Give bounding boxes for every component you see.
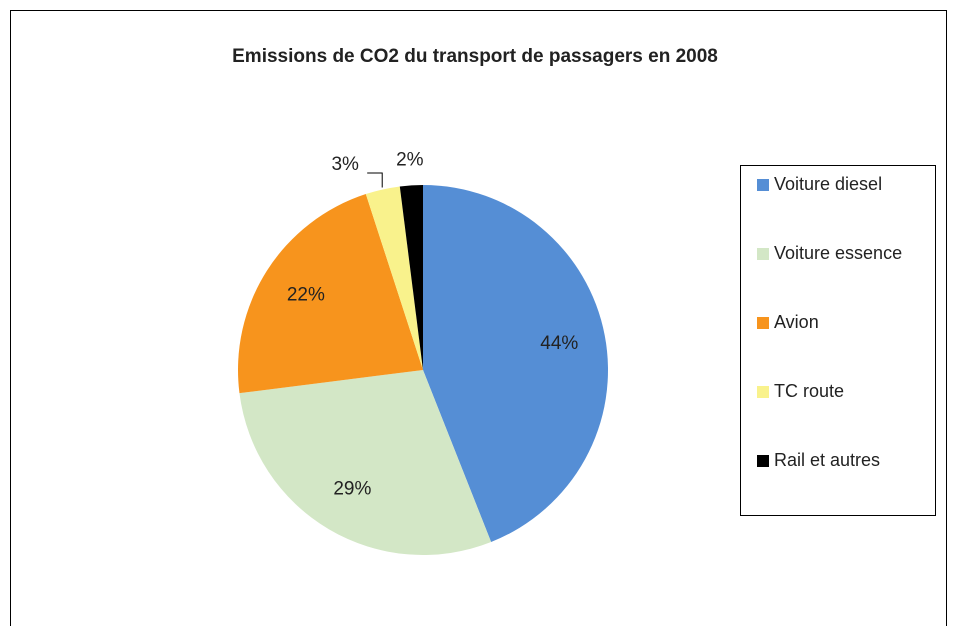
pie-slice xyxy=(423,185,609,543)
legend-item: Voiture diesel xyxy=(757,168,882,201)
pie-slice xyxy=(365,186,423,370)
legend-swatch xyxy=(757,179,769,191)
legend-item: Rail et autres xyxy=(757,444,880,477)
legend-swatch xyxy=(757,248,769,260)
pie-slice xyxy=(239,370,492,556)
data-label: 2% xyxy=(396,149,424,170)
legend-label: Rail et autres xyxy=(774,450,881,470)
chart-title: Emissions de CO2 du transport de passage… xyxy=(232,46,718,67)
legend: Voiture diesel Voiture essence Avion TC rou… xyxy=(740,165,936,516)
leader-line xyxy=(367,172,383,188)
data-label: 29% xyxy=(333,478,371,499)
pie-slice xyxy=(238,194,423,394)
legend-label: Voiture essence xyxy=(774,243,903,263)
legend-swatch xyxy=(757,455,769,467)
data-label: 3% xyxy=(331,154,359,175)
legend-swatch xyxy=(757,386,769,398)
legend-label: Voiture diesel xyxy=(774,174,883,194)
data-label: 22% xyxy=(287,285,325,306)
legend-item: TC route xyxy=(757,375,844,408)
legend-item: Voiture essence xyxy=(757,237,902,270)
chart-border xyxy=(10,10,947,626)
legend-item: Avion xyxy=(757,306,819,339)
legend-label: TC route xyxy=(774,381,845,401)
legend-label: Avion xyxy=(774,312,819,332)
legend-swatch xyxy=(757,317,769,329)
pie-slice xyxy=(399,185,423,370)
data-label: 44% xyxy=(540,333,578,354)
